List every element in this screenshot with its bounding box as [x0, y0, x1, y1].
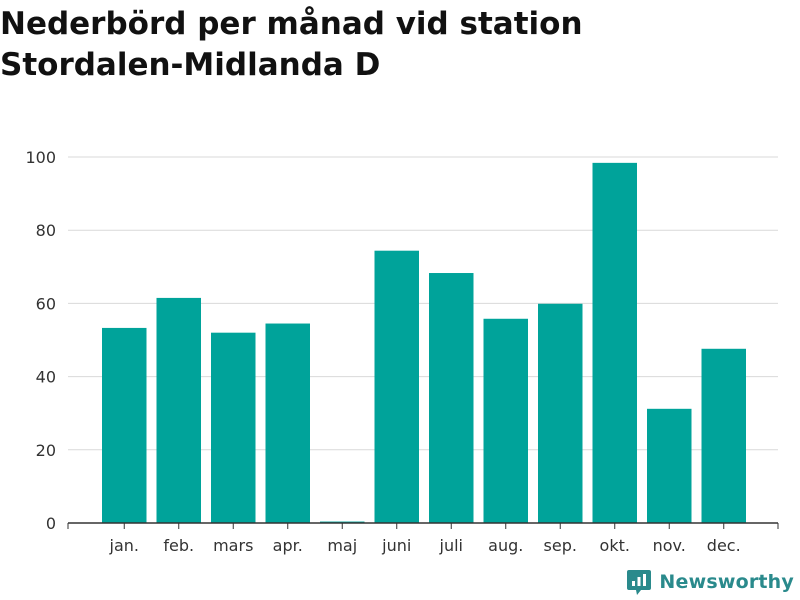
newsworthy-logo-icon	[627, 570, 652, 595]
y-tick-label: 100	[25, 148, 56, 167]
bar-10	[592, 162, 637, 523]
x-tick-label: feb.	[163, 536, 194, 555]
brand-name: Newsworthy	[659, 571, 794, 593]
bar-4	[265, 323, 310, 523]
x-tick-label: juli	[439, 536, 463, 555]
chart-title-line-2: Stordalen-Midlanda D	[0, 47, 381, 83]
bar-11	[647, 408, 692, 523]
x-axis	[67, 522, 779, 529]
bars	[102, 162, 746, 524]
bar-1	[102, 327, 147, 523]
x-tick-label: mars	[213, 536, 253, 555]
chart-title: Nederbörd per månad vid station Stordale…	[0, 4, 780, 86]
bar-8	[483, 318, 528, 523]
x-tick-label: okt.	[600, 536, 630, 555]
bar-9	[538, 303, 583, 523]
bar-3	[211, 332, 256, 523]
x-tick-label: nov.	[653, 536, 686, 555]
bar-2	[156, 297, 201, 523]
brand-logo: Newsworthy	[626, 568, 794, 596]
x-tick-label: dec.	[707, 536, 741, 555]
chart-title-line-1: Nederbörd per månad vid station	[0, 6, 583, 42]
x-tick-label: sep.	[544, 536, 577, 555]
y-tick-label: 60	[36, 294, 56, 313]
x-tick-label: aug.	[488, 536, 523, 555]
x-tick-label: juni	[381, 536, 411, 555]
bar-12	[701, 348, 746, 523]
bar-6	[374, 250, 419, 524]
y-axis-tick-labels: 0 20 40 60 80 100	[25, 148, 56, 533]
x-axis-tick-labels: jan. feb. mars apr. maj juni juli aug. sep. okt. n…	[109, 536, 741, 555]
y-tick-label: 40	[36, 368, 56, 387]
x-tick-label: jan.	[109, 536, 139, 555]
bar-7	[429, 273, 474, 523]
y-tick-label: 0	[46, 514, 56, 533]
y-tick-label: 20	[36, 441, 56, 460]
x-tick-label: apr.	[273, 536, 303, 555]
y-tick-label: 80	[36, 221, 56, 240]
x-tick-label: maj	[327, 536, 357, 555]
